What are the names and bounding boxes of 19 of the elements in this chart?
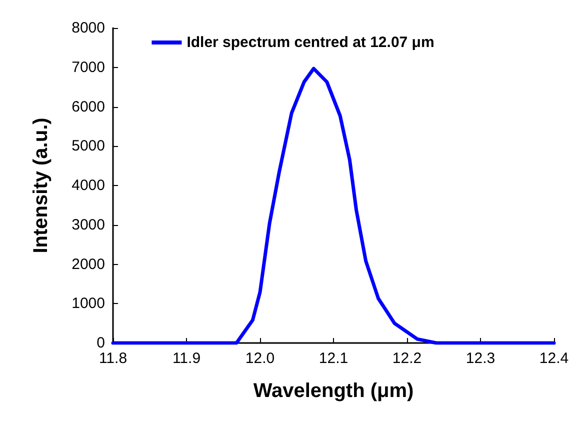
x-tick-label: 11.8 <box>98 350 128 367</box>
y-tick-label: 0 <box>96 334 105 352</box>
x-axis-title: Wavelength (μm) <box>253 380 414 402</box>
x-tick-label: 12.3 <box>466 350 496 367</box>
y-tick-label: 2000 <box>72 256 105 273</box>
y-tick-label: 5000 <box>72 138 105 155</box>
y-axis-title: Intensity (a.u.) <box>30 118 52 254</box>
y-tick-label: 7000 <box>72 58 105 76</box>
x-tick-label: 12.1 <box>318 350 348 367</box>
x-tick-label: 11.9 <box>172 350 201 367</box>
y-tick-label: 4000 <box>72 177 105 194</box>
x-tick-label: 12.2 <box>392 350 422 367</box>
y-tick-label: 6000 <box>72 98 105 116</box>
legend-label: Idler spectrum centred at 12.07 μm <box>186 34 434 51</box>
x-tick-label: 12.4 <box>539 350 569 367</box>
y-tick-label: 3000 <box>72 216 105 234</box>
y-tick-label: 1000 <box>72 295 105 312</box>
y-tick-label: 8000 <box>72 20 105 36</box>
x-tick-label: 12.0 <box>245 350 275 367</box>
